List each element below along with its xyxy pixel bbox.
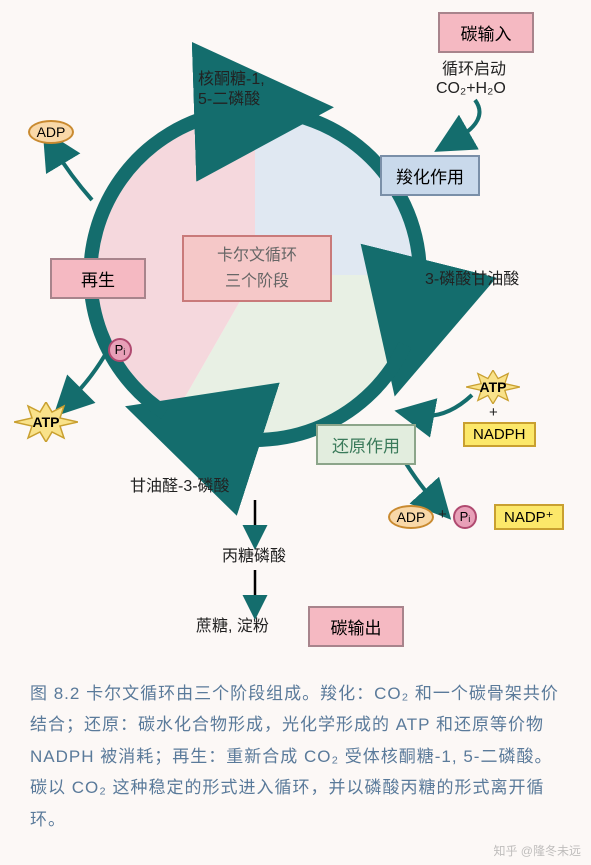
cycle-circle xyxy=(0,0,591,670)
atp-starburst-left: ATP xyxy=(14,402,78,442)
watermark: 知乎 @隆冬未远 xyxy=(493,842,581,859)
carboxylation-box: 羧化作用 xyxy=(380,155,480,196)
triose-label: 丙糖磷酸 xyxy=(222,542,286,566)
atp-text-left: ATP xyxy=(33,414,60,430)
figure-caption: 图 8.2 卡尔文循环由三个阶段组成。羧化：CO₂ 和一个碳骨架共价结合；还原：… xyxy=(30,678,560,835)
carbon-input-box: 碳输入 xyxy=(438,12,534,53)
g3p-label: 甘油醛-3-磷酸 xyxy=(130,472,230,496)
center-title-box: 卡尔文循环 三个阶段 xyxy=(182,235,332,302)
sucrose-starch-label: 蔗糖, 淀粉 xyxy=(196,612,269,636)
calvin-cycle-diagram: 碳输入 循环启动 CO₂+H₂O 核酮糖-1, 5-二磷酸 羧化作用 3-磷酸甘… xyxy=(0,0,591,670)
regeneration-box: 再生 xyxy=(50,258,146,299)
pga-label: 3-磷酸甘油酸 xyxy=(425,265,519,289)
adp-oval-top: ADP xyxy=(28,120,74,144)
atp-starburst-right: ATP xyxy=(466,370,520,404)
co2-h2o-label: CO₂+H₂O xyxy=(436,80,506,98)
nadph-box: NADPH xyxy=(463,422,536,447)
atp-text-right: ATP xyxy=(480,379,507,395)
nadp-box: NADP⁺ xyxy=(494,504,564,530)
pi-oval-bottom: Pᵢ xyxy=(453,505,477,529)
adp-pi-plus: + xyxy=(438,506,447,523)
reduction-box: 还原作用 xyxy=(316,424,416,465)
carbon-output-box: 碳输出 xyxy=(308,606,404,647)
cycle-start-label: 循环启动 xyxy=(442,55,506,79)
center-line2: 三个阶段 xyxy=(198,269,316,295)
rubp-label-2: 5-二磷酸 xyxy=(198,85,260,109)
adp-oval-bottom: ADP xyxy=(388,505,434,529)
pi-oval-left: Pᵢ xyxy=(108,338,132,362)
plus-right: + xyxy=(489,404,498,421)
center-line1: 卡尔文循环 xyxy=(198,243,316,269)
